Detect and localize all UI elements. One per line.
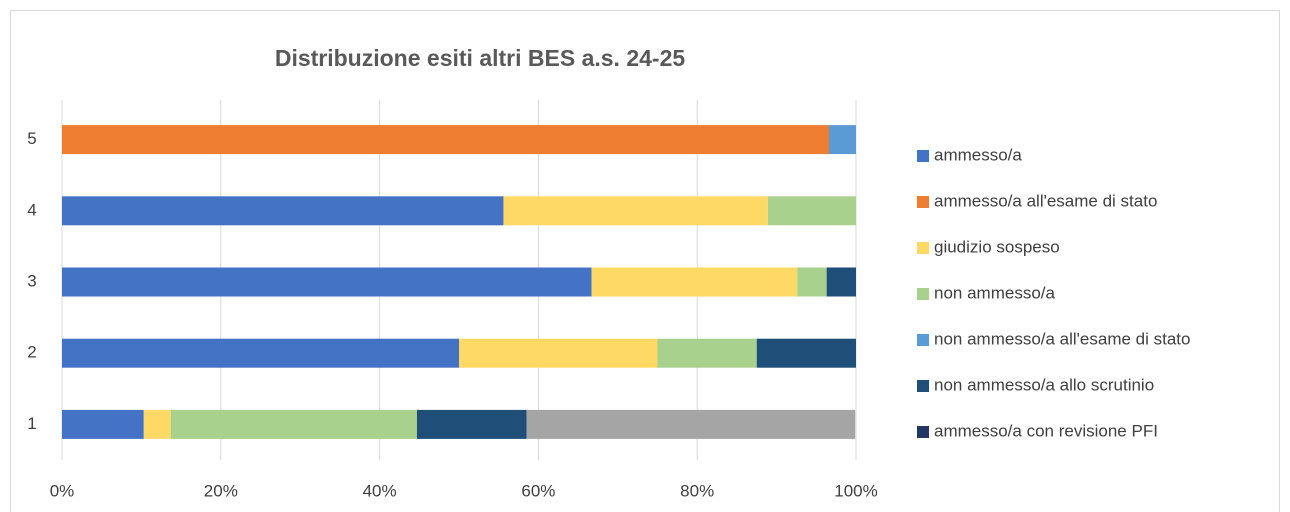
bar-segment <box>591 267 798 297</box>
y-tick-label: 2 <box>27 343 36 362</box>
legend-swatch <box>917 196 929 208</box>
x-tick-label: 20% <box>204 481 238 500</box>
bar-segment <box>62 267 592 297</box>
legend-label: non ammesso/a all'esame di stato <box>934 329 1191 348</box>
bar-segment <box>829 125 856 155</box>
legend-swatch <box>917 426 929 438</box>
bar-segment <box>459 338 658 368</box>
x-tick-label: 40% <box>363 481 397 500</box>
y-tick-label: 4 <box>27 200 36 219</box>
y-tick-label: 3 <box>27 271 36 290</box>
x-tick-label: 0% <box>50 481 75 500</box>
bar-segment <box>503 196 768 226</box>
x-tick-label: 80% <box>680 481 714 500</box>
bar-segment <box>143 409 171 439</box>
legend-label: ammesso/a con revisione PFI <box>934 421 1158 440</box>
chart-title: Distribuzione esiti altri BES a.s. 24-25 <box>275 45 686 71</box>
legend-swatch <box>917 242 929 254</box>
y-tick-label: 1 <box>27 414 36 433</box>
bar-segment <box>62 196 504 226</box>
legend-swatch <box>917 380 929 392</box>
bar-segment <box>797 267 827 297</box>
bar-segment <box>657 338 757 368</box>
legend-swatch <box>917 288 929 300</box>
legend-label: non ammesso/a allo scrutinio <box>934 375 1154 394</box>
legend-swatch <box>917 150 929 162</box>
bar-segment <box>826 267 856 297</box>
x-tick-label: 100% <box>834 481 877 500</box>
legend-label: ammesso/a all'esame di stato <box>934 191 1157 210</box>
bar-segment <box>62 338 459 368</box>
bar-segment <box>767 196 856 226</box>
bar-segment <box>526 409 856 439</box>
bar-segment <box>62 125 830 155</box>
legend-label: non ammesso/a <box>934 283 1055 302</box>
legend-swatch <box>917 334 929 346</box>
y-tick-label: 5 <box>27 129 36 148</box>
legend-label: ammesso/a <box>934 145 1022 164</box>
bar-segment <box>756 338 856 368</box>
bar-segment <box>62 409 144 439</box>
x-tick-label: 60% <box>521 481 555 500</box>
legend-label: giudizio sospeso <box>934 237 1060 256</box>
bar-segment <box>170 409 417 439</box>
bar-segment <box>416 409 527 439</box>
